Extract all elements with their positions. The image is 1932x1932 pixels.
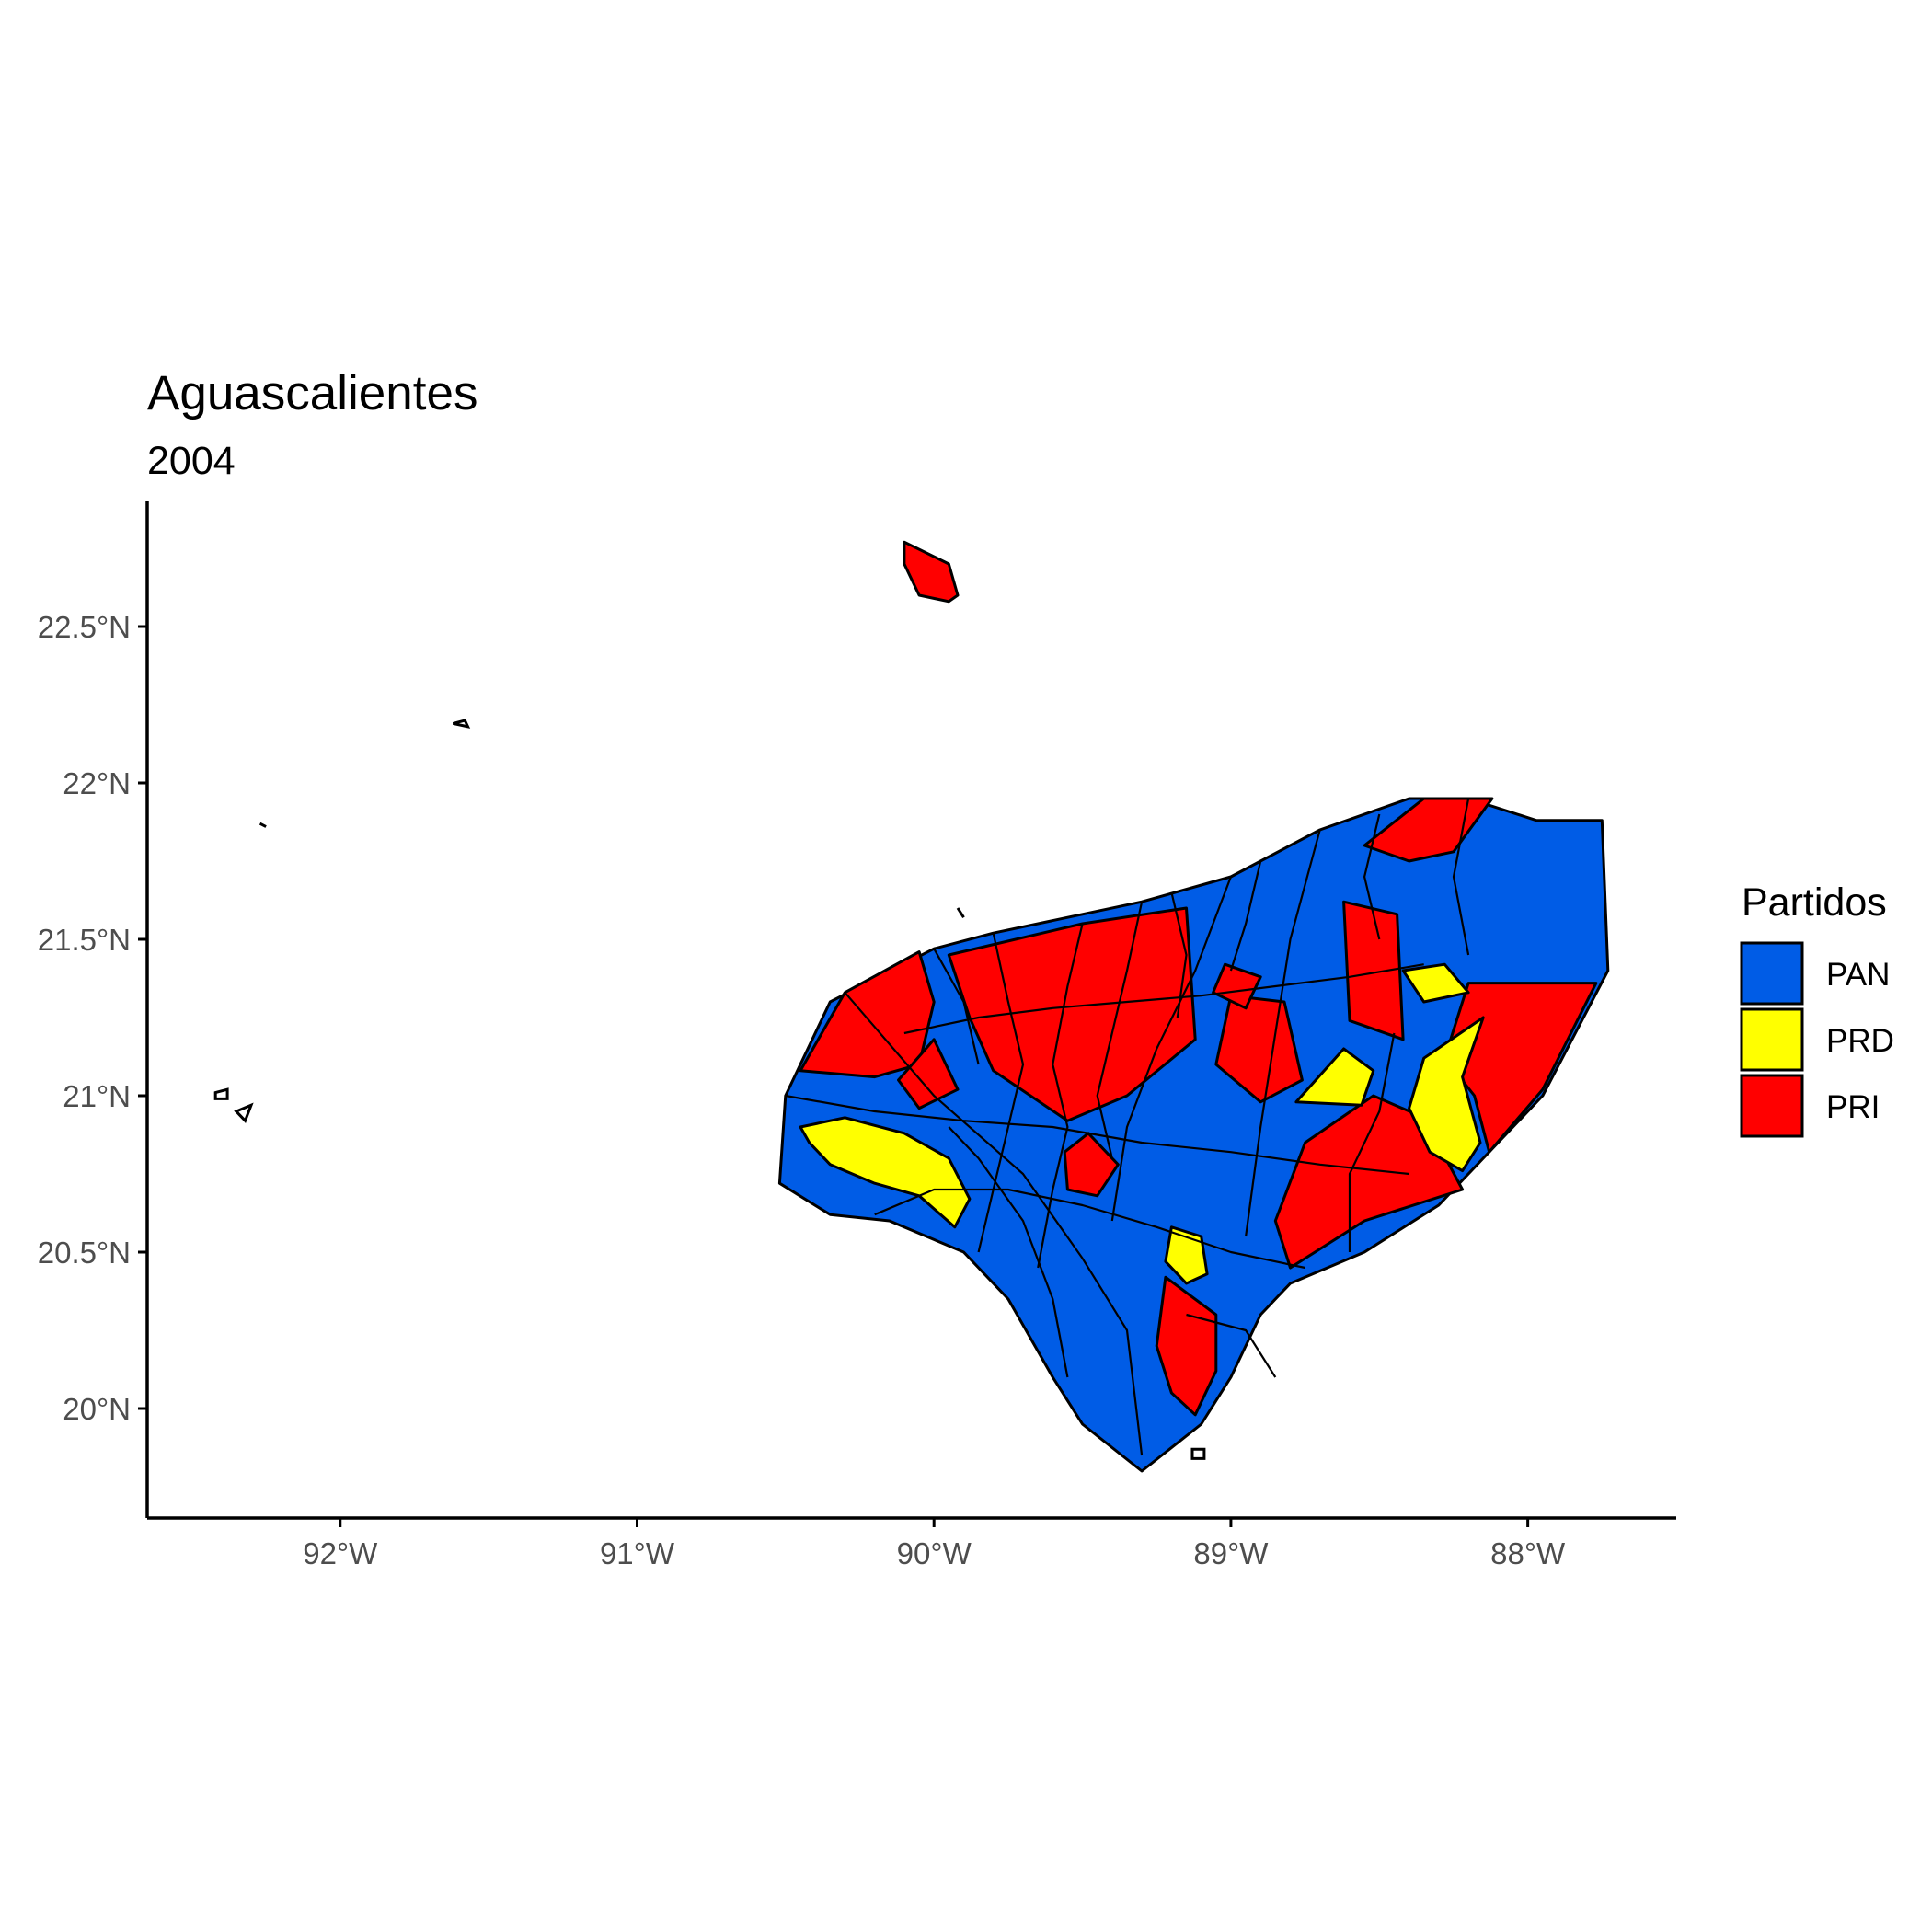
legend-title: Partidos: [1742, 880, 1887, 925]
region-prd-16: [1401, 962, 1470, 1004]
municipal-boundary-15: [1186, 1313, 1277, 1378]
municipal-boundary-5: [977, 932, 1025, 1253]
legend-swatch-pri: [1740, 1074, 1804, 1138]
municipal-boundary-8: [903, 963, 1424, 1035]
axis-ticks: 92°W 91°W 90°W 89°W 88°W 20°N 20.5°N 21°N 21.5°N…: [38, 610, 1566, 1570]
y-tick-label-5: 22.5°N: [38, 610, 131, 644]
municipal-boundary-12: [1363, 813, 1381, 940]
y-tick-label-3: 21.5°N: [38, 923, 131, 957]
x-tick-label-4: 88°W: [1490, 1536, 1566, 1570]
x-tick-label-3: 89°W: [1193, 1536, 1269, 1570]
region-pri-5: [1363, 797, 1494, 863]
region-prd-13: [799, 1116, 972, 1229]
y-tick-label-4: 22°N: [63, 766, 131, 800]
municipal-boundary-6: [1037, 923, 1084, 1269]
region-pri-3: [897, 1038, 960, 1110]
island-4: [1190, 1447, 1206, 1460]
region-pri-9: [1155, 1275, 1218, 1417]
municipal-boundary-13: [1452, 798, 1470, 956]
island-5: [956, 907, 965, 919]
island-2: [213, 1087, 229, 1100]
x-tick-label-1: 91°W: [600, 1536, 675, 1570]
island-0: [453, 719, 471, 729]
legend-entries: PAN PRD PRI: [1740, 941, 1894, 1138]
legend: Partidos PAN PRD PRI: [1740, 880, 1894, 1138]
legend-label-pan: PAN: [1826, 957, 1890, 993]
legend-swatch-prd: [1740, 1007, 1804, 1072]
municipal-boundary-16: [1348, 1032, 1396, 1252]
region-pri-10: [1063, 1132, 1120, 1198]
region-prd-14: [1408, 1016, 1485, 1173]
municipal-boundary-10: [1170, 891, 1188, 1018]
region-pri-12: [903, 540, 960, 604]
y-tick-label-1: 20.5°N: [38, 1236, 131, 1270]
region-prd-15: [1294, 1047, 1375, 1107]
municipal-boundary-7: [1096, 901, 1144, 1159]
municipal-boundary-14: [948, 1126, 1069, 1378]
x-tick-label-2: 90°W: [897, 1536, 972, 1570]
municipal-boundary-1: [1110, 876, 1232, 1222]
island-1: [259, 822, 267, 828]
municipal-boundary-4: [874, 1188, 1305, 1270]
municipal-boundary-11: [1229, 860, 1262, 972]
municipal-boundary-3: [785, 1094, 1409, 1176]
municipal-boundary-2: [1245, 829, 1321, 1237]
island-3: [234, 1102, 254, 1123]
map-subtitle: 2004: [147, 439, 236, 483]
y-tick-label-0: 20°N: [63, 1392, 131, 1426]
y-tick-label-2: 21°N: [63, 1079, 131, 1113]
region-pri-4: [1342, 900, 1405, 1041]
region-pri-11: [1212, 962, 1262, 1010]
legend-label-pri: PRI: [1826, 1089, 1880, 1125]
municipal-boundary-9: [933, 948, 980, 1065]
region-pri-1: [947, 906, 1197, 1122]
axes: [145, 501, 1676, 1520]
map-title: Aguascalientes: [147, 366, 477, 420]
region-pri-8: [1214, 994, 1304, 1104]
legend-swatch-pan: [1740, 941, 1804, 1006]
region-pri-2: [799, 950, 936, 1079]
map-regions: [213, 540, 1610, 1473]
municipal-boundary-0: [844, 992, 1144, 1456]
legend-label-prd: PRD: [1826, 1023, 1894, 1059]
x-tick-label-0: 92°W: [303, 1536, 378, 1570]
